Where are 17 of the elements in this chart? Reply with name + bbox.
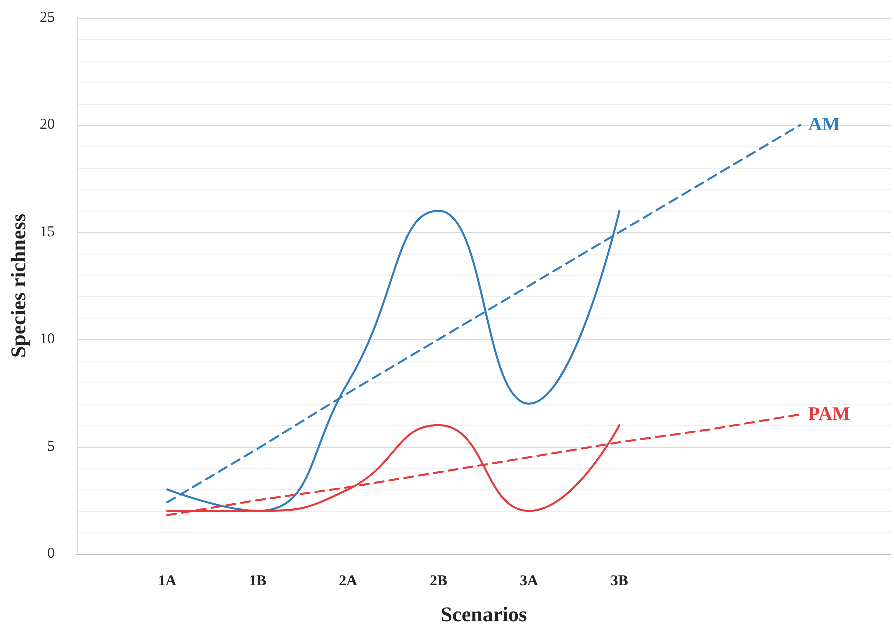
y-tick-label: 20 — [40, 117, 55, 134]
series-label: AM — [808, 114, 840, 136]
y-tick-label: 10 — [40, 332, 55, 348]
y-tick-label: 0 — [48, 546, 55, 562]
y-tick-label: 5 — [48, 438, 55, 455]
series-label: PAM — [808, 404, 850, 426]
x-tick-label: 3A — [520, 574, 539, 590]
x-tick-label: 1A — [158, 574, 177, 590]
y-tick-label: 15 — [40, 224, 55, 240]
x-axis-title: Scenarios — [440, 602, 528, 626]
x-tick-label: 2A — [339, 574, 358, 590]
x-tick-label: 1B — [249, 574, 267, 590]
x-tick-label: 3B — [610, 574, 628, 590]
x-tick-label: 2B — [430, 574, 448, 590]
y-axis-title: Species richness — [6, 214, 30, 358]
y-tick-label: 25 — [40, 10, 55, 26]
line-series — [166, 414, 802, 516]
